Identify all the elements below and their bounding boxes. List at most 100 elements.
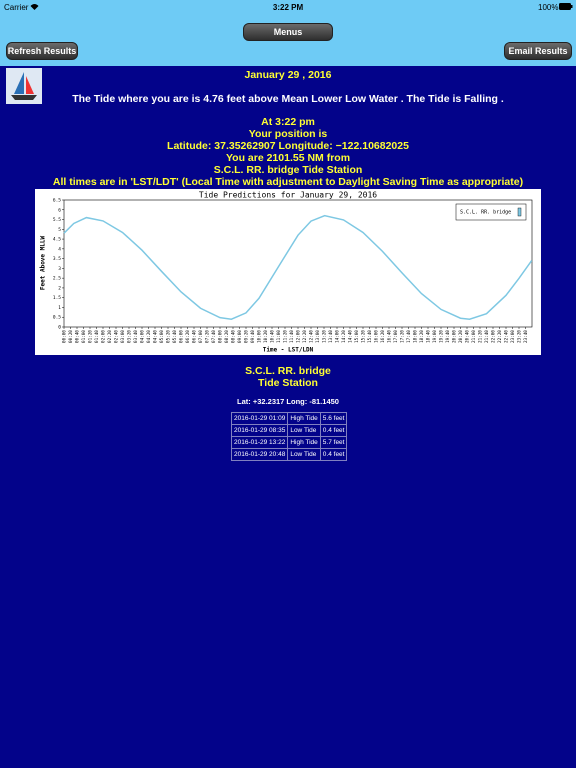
tide-cell: High Tide [287, 436, 321, 449]
x-tick-label: 01:40 [94, 330, 100, 343]
station-coords: Lat: +32.2317 Long: -81.1450 [237, 397, 339, 406]
x-axis-label: Time - LST/LDN [263, 347, 314, 354]
x-tick-label: 22:00 [491, 330, 497, 343]
x-tick-label: 17:00 [393, 330, 399, 343]
menus-button[interactable]: Menus [243, 23, 333, 41]
x-tick-label: 11:00 [276, 330, 282, 343]
legend-label: S.C.L. RR. bridge [460, 210, 511, 216]
x-tick-label: 21:20 [478, 330, 484, 343]
x-tick-label: 08:00 [218, 330, 224, 343]
x-tick-label: 03:00 [120, 330, 126, 343]
tide-cell: 5.7 feet [319, 436, 348, 449]
tide-row: 2016-01-29 20:48 Low Tide 0.4 feet [230, 448, 348, 461]
tide-line [63, 214, 533, 320]
y-tick-label: 4.5 [53, 237, 61, 243]
y-tick-label: 5 [58, 227, 61, 233]
email-button[interactable]: Email Results [504, 42, 572, 60]
y-tick-label: 6.5 [53, 198, 61, 204]
x-tick-label: 23:00 [510, 330, 516, 343]
y-axis-label: Feet Above MLLW [40, 236, 47, 291]
x-tick-label: 18:00 [413, 330, 419, 343]
refresh-button[interactable]: Refresh Results [6, 42, 78, 60]
tide-cell: 0.4 feet [319, 424, 348, 437]
x-tick-label: 15:00 [354, 330, 360, 343]
x-tick-label: 20:40 [465, 330, 471, 343]
y-tick-label: 3 [58, 266, 61, 272]
x-tick-label: 23:40 [523, 330, 529, 343]
y-tick-label: 6 [58, 207, 61, 213]
tide-chart: Tide Predictions for January 29, 2016 Ti… [35, 189, 541, 355]
distance: You are 2101.55 NM from [225, 152, 351, 164]
x-tick-label: 17:40 [406, 330, 412, 343]
x-tick-label: 04:20 [146, 330, 152, 343]
x-tick-label: 13:40 [328, 330, 334, 343]
wifi-icon [30, 4, 39, 10]
x-tick-label: 01:20 [88, 330, 94, 343]
chart-title: Tide Predictions for January 29, 2016 [199, 191, 377, 200]
x-tick-label: 18:20 [419, 330, 425, 343]
app-logo [6, 68, 42, 104]
tide-cell: Low Tide [287, 448, 321, 461]
tide-sentence: The Tide where you are is 4.76 feet abov… [72, 93, 504, 105]
x-tick-label: 18:40 [426, 330, 432, 343]
x-tick-label: 05:20 [166, 330, 172, 343]
legend-swatch [517, 207, 522, 217]
legend-box [455, 203, 527, 221]
clock: 3:22 PM [272, 3, 304, 12]
tide-table: 2016-01-29 01:09 High Tide 5.6 feet 2016-01… [230, 412, 348, 461]
y-tick-label: 4 [58, 246, 61, 252]
battery-icon [559, 3, 573, 10]
x-tick-label: 00:20 [68, 330, 74, 343]
x-tick-label: 15:40 [367, 330, 373, 343]
tide-cell: 5.6 feet [319, 412, 348, 425]
x-tick-label: 13:20 [322, 330, 328, 343]
x-tick-label: 16:20 [380, 330, 386, 343]
station-name: S.C.L. RR. bridge [245, 365, 331, 377]
x-tick-label: 06:40 [192, 330, 198, 343]
x-tick-label: 10:40 [270, 330, 276, 343]
x-tick-label: 09:20 [244, 330, 250, 343]
x-tick-label: 04:00 [140, 330, 146, 343]
x-tick-label: 02:40 [114, 330, 120, 343]
x-tick-label: 07:00 [198, 330, 204, 343]
tide-row: 2016-01-29 01:09 High Tide 5.6 feet [230, 412, 348, 425]
y-tick-label: 0 [58, 325, 61, 331]
x-tick-label: 05:00 [159, 330, 165, 343]
tide-cell: 2016-01-29 13:22 [230, 436, 289, 449]
y-tick-label: 0.5 [53, 315, 61, 321]
x-tick-label: 21:00 [471, 330, 477, 343]
x-tick-label: 02:20 [107, 330, 113, 343]
x-tick-label: 21:40 [484, 330, 490, 343]
tide-row: 2016-01-29 13:22 High Tide 5.7 feet [230, 436, 348, 449]
x-tick-label: 03:20 [127, 330, 133, 343]
x-tick-label: 10:20 [263, 330, 269, 343]
x-tick-label: 02:00 [101, 330, 107, 343]
battery-label: 100% [538, 3, 559, 12]
x-tick-label: 22:40 [504, 330, 510, 343]
x-tick-label: 20:20 [458, 330, 464, 343]
tide-cell: 0.4 feet [319, 448, 348, 461]
x-tick-label: 08:20 [224, 330, 230, 343]
x-tick-label: 15:20 [361, 330, 367, 343]
x-tick-label: 07:20 [205, 330, 211, 343]
date: January 29 , 2016 [244, 69, 332, 81]
x-tick-label: 14:40 [348, 330, 354, 343]
position-label: Your position is [248, 128, 328, 140]
time-line: At 3:22 pm [261, 116, 315, 128]
x-tick-label: 12:00 [296, 330, 302, 343]
x-tick-label: 10:00 [257, 330, 263, 343]
x-tick-label: 09:40 [250, 330, 256, 343]
coordinates: Latitude: 37.35262907 Longitude: −122.10… [167, 140, 409, 152]
x-tick-label: 12:40 [309, 330, 315, 343]
x-tick-label: 17:20 [400, 330, 406, 343]
x-tick-label: 19:00 [432, 330, 438, 343]
x-tick-label: 09:00 [237, 330, 243, 343]
x-tick-label: 23:20 [517, 330, 523, 343]
x-tick-label: 19:20 [439, 330, 445, 343]
tide-cell: 2016-01-29 01:09 [230, 412, 289, 425]
x-tick-label: 16:00 [374, 330, 380, 343]
tide-cell: 2016-01-29 20:48 [230, 448, 289, 461]
tide-cell: 2016-01-29 08:35 [230, 424, 289, 437]
x-tick-label: 11:20 [283, 330, 289, 343]
